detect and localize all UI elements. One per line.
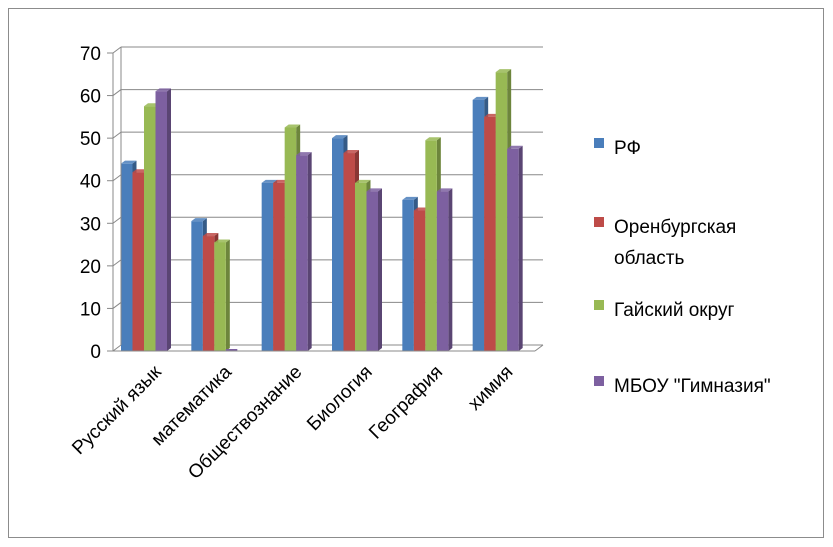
legend-item: МБОУ "Гимназия" — [594, 376, 771, 397]
legend-item: РФ — [594, 138, 641, 159]
legend-label: РФ — [614, 138, 641, 159]
x-category-label: Русский язык — [68, 361, 166, 459]
x-axis-categories: Русский языкматематикаОбществознаниеБиол… — [68, 361, 517, 483]
axes — [107, 47, 544, 352]
legend-swatch — [594, 138, 604, 148]
legend-item: Оренбургская область — [594, 217, 736, 269]
bar — [296, 152, 312, 351]
y-tick-label: 60 — [80, 87, 101, 108]
y-tick-label: 40 — [80, 172, 101, 193]
y-axis-ticks: 0 10 20 30 40 50 60 70 — [80, 44, 101, 363]
legend-label: Оренбургская — [614, 217, 736, 238]
legend-swatch — [594, 217, 604, 227]
legend: РФ Оренбургская область Гайский округ МБОУ "… — [594, 138, 771, 397]
x-category-label: География — [365, 362, 447, 444]
legend-label: область — [614, 248, 684, 269]
bar — [436, 188, 453, 351]
bar — [155, 88, 171, 352]
y-tick-label: 20 — [80, 257, 101, 278]
legend-label: Гайский округ — [614, 300, 734, 321]
x-category-label: Биология — [303, 362, 376, 435]
x-category-label: химия — [464, 362, 517, 415]
legend-item: Гайский округ — [594, 300, 734, 321]
legend-swatch — [594, 300, 604, 310]
legend-swatch — [594, 376, 604, 386]
bar — [366, 188, 382, 351]
bar — [507, 145, 523, 351]
y-tick-label: 50 — [80, 129, 101, 150]
legend-label: МБОУ "Гимназия" — [614, 376, 771, 397]
y-tick-label: 10 — [80, 299, 101, 320]
bars — [121, 69, 523, 352]
bar — [225, 349, 238, 351]
y-tick-label: 0 — [90, 342, 101, 363]
bar — [214, 239, 230, 351]
y-tick-label: 30 — [80, 214, 101, 235]
y-tick-label: 70 — [80, 44, 101, 65]
